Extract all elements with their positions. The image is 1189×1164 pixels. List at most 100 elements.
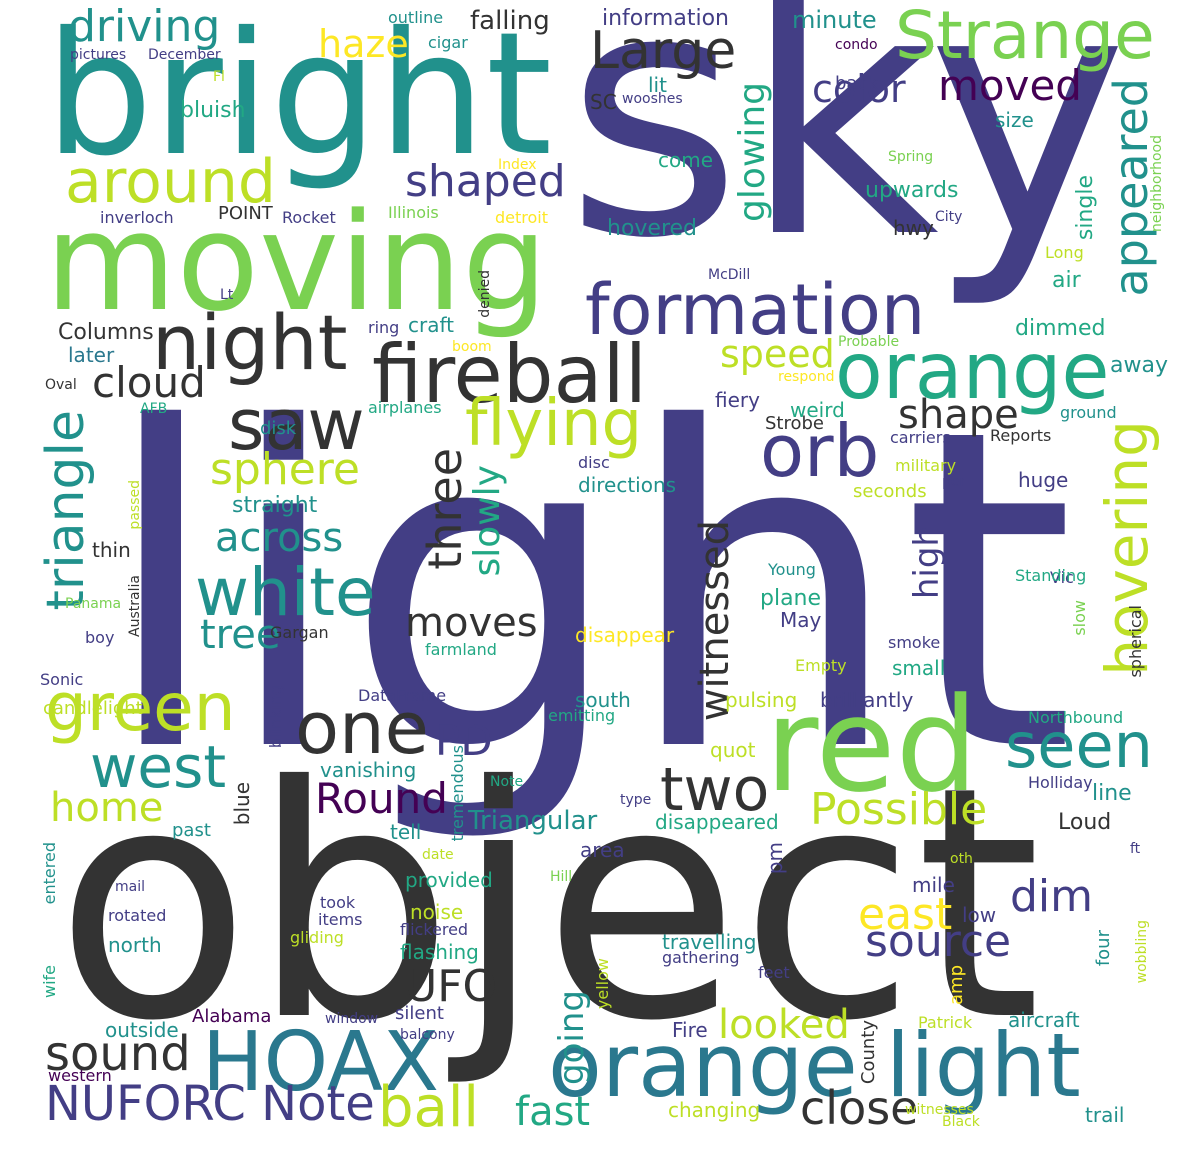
word-changing: changing	[668, 1098, 761, 1122]
word-hwy: hwy	[893, 216, 934, 240]
word-slow: slow	[1070, 600, 1089, 636]
word-round: Round	[315, 774, 448, 823]
word-driving: driving	[68, 1, 221, 52]
word-neighborhood: neighborhood	[1149, 135, 1165, 232]
word-wife: wife	[40, 965, 59, 999]
word-may: May	[780, 608, 822, 632]
word-information: information	[602, 6, 729, 31]
word-shape: shape	[898, 392, 1019, 438]
word-entered: entered	[40, 842, 59, 905]
word-pulsing: pulsing	[725, 688, 798, 712]
word-wobbling: wobbling	[1134, 920, 1150, 984]
word-balcony: balcony	[400, 1027, 455, 1043]
word-pd: PD	[435, 716, 493, 765]
word-light: light	[100, 336, 1076, 848]
word-outside: outside	[105, 1018, 179, 1042]
word-black: Black	[942, 1114, 980, 1130]
word-tree: tree	[200, 612, 281, 658]
word-air: air	[1052, 268, 1081, 293]
word-straight: straight	[232, 493, 318, 518]
word-dataframe: DataFrame	[358, 686, 447, 705]
word-wooshes: wooshes	[622, 91, 683, 107]
word-illinois: Illinois	[388, 203, 439, 222]
word-quot: quot	[710, 738, 756, 762]
word-oth: oth	[950, 851, 973, 867]
word-took: took	[320, 893, 356, 912]
word-disappear: disappear	[575, 623, 675, 647]
word-cloud: cloud	[92, 358, 206, 407]
word-moves: moves	[405, 600, 538, 646]
word-line: line	[1092, 781, 1132, 806]
word-gargan: Gargan	[270, 623, 329, 642]
word-afb: AFB	[140, 401, 168, 417]
word-ft: ft	[1130, 841, 1141, 857]
word-two: two	[660, 755, 770, 825]
word-military: military	[895, 456, 957, 475]
word-yellow: yellow	[593, 958, 612, 1010]
word-columns: Columns	[58, 320, 154, 345]
word-past: past	[172, 820, 211, 841]
word-airplanes: airplanes	[368, 398, 442, 417]
word-farmland: farmland	[425, 640, 497, 659]
word-australia: Australia	[127, 575, 143, 637]
word-moved: moved	[938, 61, 1082, 110]
word-hovered: hovered	[607, 216, 698, 241]
word-flickered: flickered	[400, 920, 469, 939]
word-area: area	[580, 838, 625, 862]
word-four: four	[1093, 930, 1114, 967]
word-outline: outline	[388, 8, 444, 27]
word-travelling: travelling	[662, 930, 757, 954]
word-back: back	[835, 73, 878, 94]
word-oval: Oval	[45, 377, 77, 393]
word-craft: craft	[408, 313, 455, 337]
word-rotated: rotated	[108, 906, 167, 925]
word-detroit: detroit	[495, 208, 549, 227]
word-denied: denied	[477, 270, 493, 318]
word-tremendous: tremendous	[448, 745, 467, 842]
word-sonic: Sonic	[40, 670, 84, 689]
word-moving: moving	[45, 184, 548, 341]
word-ufo: UFO	[405, 961, 498, 1012]
word-boy: boy	[85, 628, 115, 647]
word-pictures: pictures	[70, 47, 127, 63]
word-large: Large	[590, 21, 737, 81]
word-city: City	[935, 209, 963, 225]
word-young: Young	[768, 560, 816, 579]
word-noise: noise	[410, 900, 464, 924]
word-bright: bright	[45, 0, 553, 194]
word-lit: lit	[648, 73, 667, 97]
word-long: Long	[1045, 243, 1084, 262]
word-window: window	[325, 1011, 379, 1027]
word-come: come	[658, 148, 714, 172]
word-reports: Reports	[990, 426, 1052, 445]
word-weird: weird	[790, 398, 845, 422]
word-color: color	[812, 67, 906, 111]
word-pm: pm	[763, 842, 787, 875]
word-directions: directions	[578, 473, 677, 497]
word-later: later	[68, 343, 115, 367]
word-hoax: HOAX	[202, 1015, 440, 1110]
word-fast: fast	[515, 1089, 591, 1135]
word-lt: Lt	[220, 287, 234, 303]
word-gliding: gliding	[290, 928, 344, 947]
word-dim: dim	[1010, 871, 1094, 922]
word-december: December	[148, 47, 221, 63]
word-cigar: cigar	[428, 33, 468, 52]
word-index: Index	[498, 157, 537, 173]
word-across: across	[215, 515, 344, 561]
word-west: west	[90, 733, 227, 801]
word-thin: thin	[92, 538, 131, 562]
word-night: night	[152, 298, 348, 387]
word-witnesses: witnesses	[905, 1102, 974, 1118]
word-blinking: blinking	[266, 685, 285, 749]
word-possible: Possible	[810, 784, 988, 835]
word-looked: looked	[718, 1002, 850, 1048]
word-flying: flying	[465, 387, 643, 461]
word-shaped: shaped	[405, 156, 566, 207]
word-alabama: Alabama	[192, 1006, 272, 1027]
word-empty: Empty	[795, 656, 847, 675]
word-plane: plane	[760, 586, 822, 611]
word-provided: provided	[405, 868, 493, 892]
word-sky: sky	[565, 0, 1129, 313]
